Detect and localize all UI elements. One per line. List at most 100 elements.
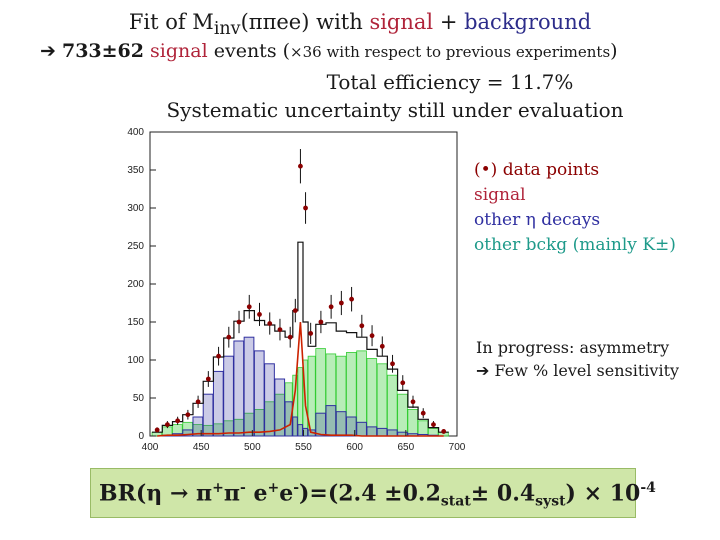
note-line-1: In progress: asymmetry — [476, 338, 670, 357]
data-point — [164, 422, 170, 427]
other-eta-bar — [253, 350, 265, 437]
arrow-icon: ➔ — [40, 40, 56, 62]
note-line-2: ➔ Few % level sensitivity — [476, 359, 679, 382]
other-eta-bar — [302, 427, 309, 437]
data-point — [359, 323, 365, 329]
data-point — [185, 412, 191, 418]
other-eta-bar — [284, 401, 293, 437]
x-tick-label: 700 — [449, 442, 466, 453]
data-point — [441, 429, 447, 434]
data-point — [379, 343, 385, 349]
title-mass-label: Fit of M — [128, 10, 214, 34]
br-syst: syst — [535, 493, 566, 510]
title-process: (ππee) with — [240, 10, 370, 34]
data-point — [246, 304, 252, 310]
y-tick-label: 250 — [127, 241, 144, 252]
other-eta-bar — [376, 427, 388, 437]
title-signal: signal — [369, 10, 434, 34]
x-tick-label: 600 — [346, 442, 363, 453]
other-eta-bar — [297, 424, 303, 437]
data-point — [308, 331, 314, 336]
bckg-bar — [376, 363, 388, 437]
x-tick-label: 450 — [193, 442, 210, 453]
br-syst-value: ± 0.4 — [470, 480, 536, 507]
other-eta-bar — [292, 416, 298, 437]
bckg-bar — [417, 420, 429, 437]
bckg-bar — [407, 408, 419, 437]
y-tick-label: 400 — [127, 127, 144, 138]
data-point — [303, 205, 308, 211]
progress-note: In progress: asymmetry ➔ Few % level sen… — [476, 336, 679, 382]
br-e-minus-base: e — [279, 480, 294, 507]
branching-ratio-box: BR(η → π+π- e+e-)=(2.4 ±0.2stat± 0.4syst… — [90, 468, 656, 518]
data-point — [298, 163, 303, 169]
data-point — [154, 427, 160, 433]
other-eta-bar — [223, 355, 234, 437]
br-prefix: BR(η → π — [99, 480, 213, 507]
bckg-bar — [366, 358, 378, 437]
systematics-line: Systematic uncertainty still under evalu… — [166, 98, 624, 122]
other-eta-bar — [202, 393, 214, 437]
br-stat: stat — [440, 493, 471, 510]
br-pi-plus: + — [212, 480, 224, 496]
data-point — [267, 321, 273, 326]
y-tick-label: 100 — [127, 355, 144, 366]
data-point — [205, 376, 211, 382]
bckg-bar — [397, 393, 408, 437]
data-point — [216, 353, 221, 359]
br-pi-minus-base: π — [223, 480, 240, 507]
other-eta-bar — [274, 378, 286, 437]
br-e-minus: - — [293, 480, 299, 496]
x-tick-label: 650 — [397, 442, 414, 453]
data-point — [400, 380, 406, 386]
data-point — [410, 399, 416, 405]
signal-line — [157, 321, 444, 437]
x-tick-label: 500 — [244, 442, 261, 453]
other-eta-bar — [264, 363, 275, 437]
data-point — [236, 319, 242, 325]
y-tick-label: 350 — [127, 165, 144, 176]
data-point — [175, 418, 181, 424]
bckg-bar — [387, 374, 398, 437]
data-point — [292, 308, 298, 313]
title-plus: + — [433, 10, 465, 34]
y-tick-label: 200 — [127, 279, 144, 290]
factor-label: ×36 with respect to previous experiments — [290, 43, 611, 61]
data-point — [390, 361, 395, 367]
mass-histogram: 0 50 100 150 200 250 300 350 400 400 450 500 550 600 6… — [127, 127, 466, 453]
legend-other-bckg: other bckg (mainly K±) — [474, 235, 676, 255]
data-point — [420, 410, 426, 416]
br-e-plus-base: e — [245, 480, 268, 507]
note-line-2-text: Few % level sensitivity — [489, 361, 680, 380]
x-tick-label: 550 — [295, 442, 312, 453]
br-e-plus: + — [267, 480, 280, 496]
title-line-2: ➔ 733±62 signal events (×36 with respect… — [40, 40, 720, 62]
arrow-icon: ➔ — [476, 361, 490, 380]
other-eta-bar — [366, 426, 378, 437]
data-point — [328, 304, 334, 310]
other-eta-bar — [386, 429, 398, 437]
events-label: events ( — [207, 40, 291, 62]
data-point — [277, 327, 283, 332]
other-eta-bar — [356, 421, 367, 437]
total-fit-line — [152, 241, 449, 433]
data-point — [195, 399, 201, 405]
y-tick-label: 150 — [127, 317, 144, 328]
data-point — [431, 422, 436, 427]
data-point — [369, 333, 375, 339]
other-eta-bar — [182, 429, 193, 437]
data-point — [287, 334, 293, 340]
data-point — [318, 319, 324, 325]
data-point — [338, 300, 344, 306]
br-exponent: -4 — [640, 480, 656, 496]
legend-other-eta: other η decays — [474, 210, 601, 230]
legend-data: (•) data points — [474, 160, 600, 180]
data-point — [226, 334, 232, 340]
legend: (•) data points signal other η decays ot… — [474, 158, 676, 258]
signal-word: signal — [150, 40, 208, 62]
other-eta-bar — [315, 412, 327, 437]
other-eta-bar — [325, 405, 337, 437]
close-paren: ) — [610, 40, 618, 62]
legend-signal: signal — [474, 185, 526, 205]
data-point — [257, 312, 262, 317]
